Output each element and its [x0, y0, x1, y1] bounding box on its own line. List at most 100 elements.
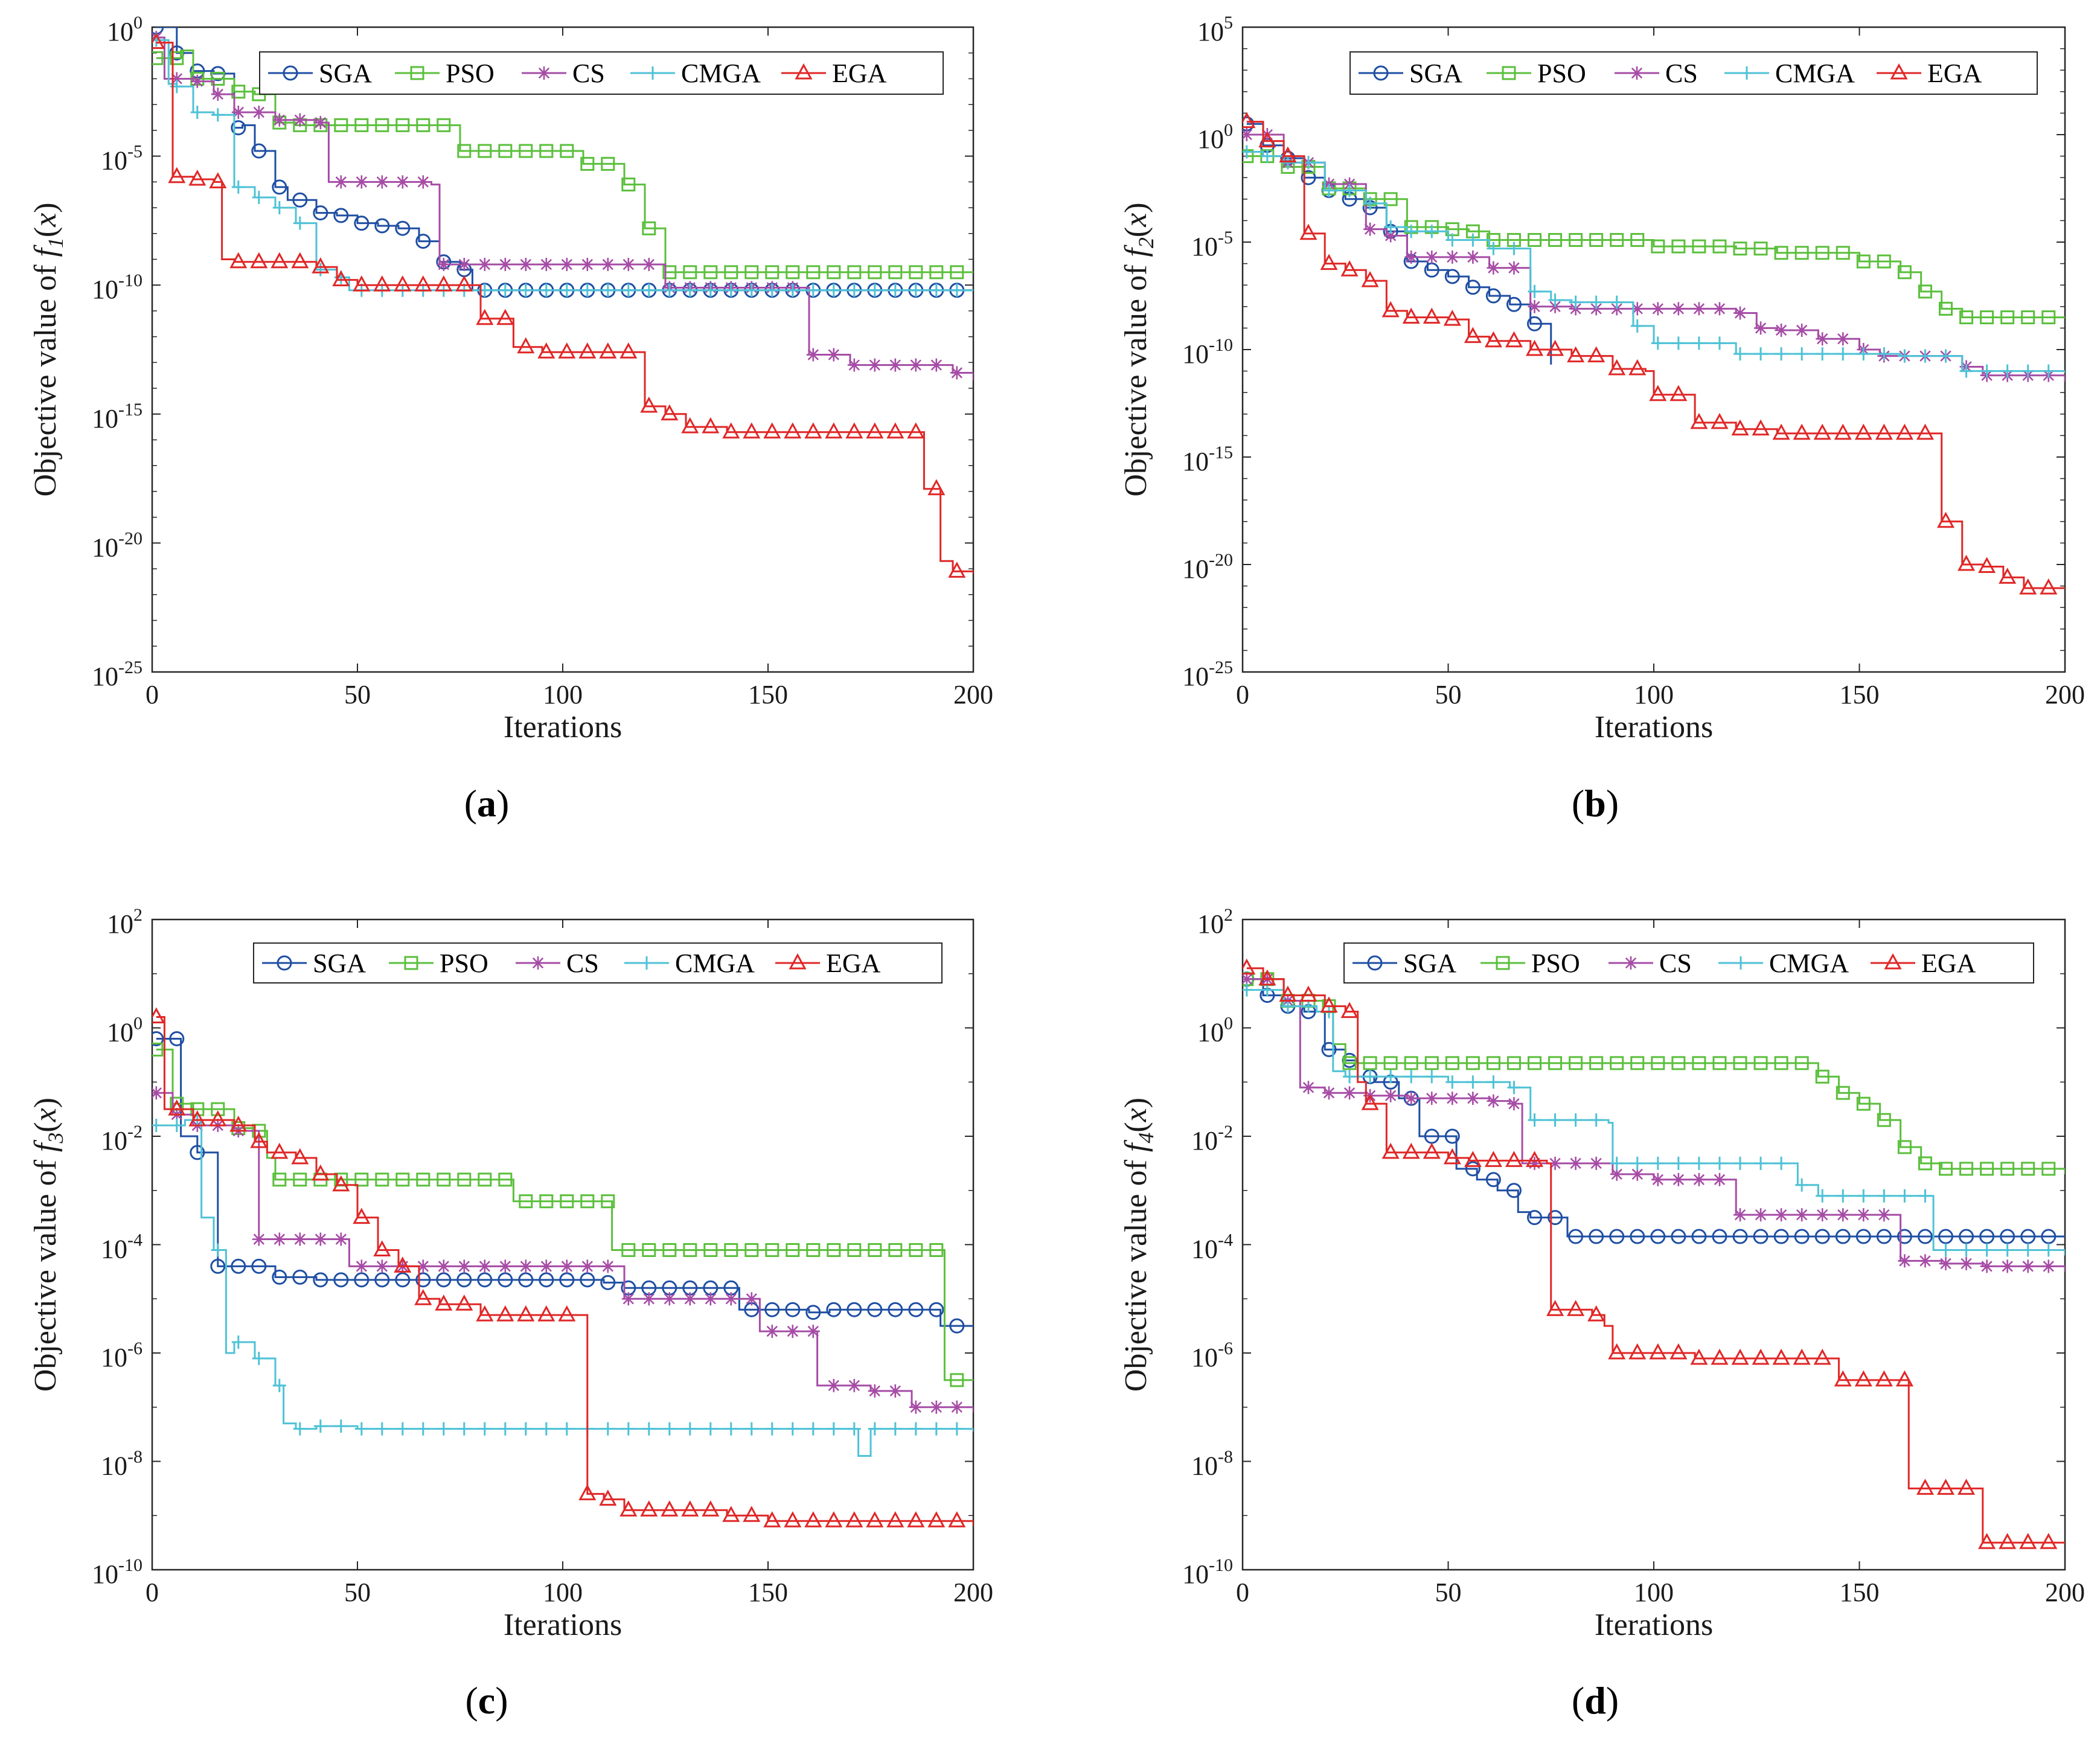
data-point-ega [496, 1305, 514, 1322]
data-point-cs [1301, 1081, 1315, 1095]
data-point-ega [332, 1175, 350, 1192]
y-axis-label: Objective value of f1(x) [28, 202, 68, 496]
data-point-ega [619, 1500, 638, 1517]
data-point-cs [806, 1325, 820, 1339]
data-point-sga [1506, 1183, 1522, 1198]
data-point-cmga [1775, 347, 1788, 361]
data-point-pso [806, 265, 821, 280]
data-point-pso [1959, 1162, 1974, 1176]
data-point-ega [312, 257, 330, 273]
legend-item-cs: CS [516, 948, 599, 978]
data-point-ega [1587, 346, 1605, 363]
data-point-ega [537, 342, 555, 359]
data-point-cs [1651, 1172, 1665, 1186]
data-point-ega [271, 1142, 289, 1159]
data-point-ega [1854, 423, 1872, 440]
data-point-ega [291, 252, 309, 269]
data-point-pso [2000, 1162, 2015, 1176]
data-point-cmga [1610, 295, 1624, 309]
data-point-cs [272, 113, 286, 127]
legend-label: CS [1659, 948, 1692, 978]
legend-item-cmga: CMGA [630, 59, 761, 88]
panel-c: 0 50 100 150 200 102 100 10-2 10-4 10-6 10-8 10-10 I… [28, 905, 993, 1722]
data-point-sga [1465, 280, 1481, 295]
data-point-ega [476, 1305, 494, 1322]
data-point-ega [455, 275, 473, 292]
data-point-pso [827, 1243, 841, 1257]
data-point-ega [1978, 1532, 1996, 1549]
data-point-ega [152, 1007, 165, 1024]
data-point-cs [1507, 261, 1521, 275]
data-point-ega [1958, 1479, 1976, 1495]
data-point-sga [888, 1302, 903, 1317]
data-point-pso [1939, 1162, 1953, 1176]
data-point-pso [416, 118, 431, 132]
data-point-cs [1671, 302, 1685, 316]
data-point-cs [211, 88, 225, 101]
data-point-cmga [765, 1422, 779, 1436]
data-point-ega [476, 309, 494, 325]
data-point-ega [168, 1099, 186, 1116]
y-tick-label: 10-10 [1182, 335, 1233, 369]
data-point-ega [1854, 1370, 1872, 1387]
data-point-cs [1671, 1172, 1685, 1186]
data-point-sga [1671, 1229, 1686, 1244]
data-point-cmga [1692, 1156, 1706, 1170]
data-point-sga [354, 1272, 370, 1288]
data-point-cmga [1692, 336, 1706, 350]
legend-label: PSO [446, 59, 495, 88]
data-point-pso [1836, 1086, 1850, 1100]
data-point-cs [437, 1259, 450, 1273]
data-point-ega [1587, 1305, 1605, 1322]
data-point-ega [1999, 568, 2017, 584]
x-tick-label: 200 [2045, 680, 2085, 709]
data-point-pso [375, 118, 389, 132]
data-point-ega [1752, 419, 1770, 436]
legend-label: PSO [440, 948, 488, 978]
data-point-ega [332, 270, 350, 287]
data-point-pso [272, 1172, 287, 1187]
data-point-cmga [1775, 1156, 1788, 1170]
data-point-cs [868, 1384, 882, 1398]
data-point-pso [539, 144, 554, 158]
data-point-ega [1381, 1142, 1400, 1159]
legend-label: EGA [832, 59, 887, 88]
data-point-sga [1485, 1172, 1501, 1188]
data-point-cs [1980, 1259, 1994, 1273]
data-point-pso [478, 144, 492, 158]
data-point-ega [373, 275, 391, 292]
data-point-sga [826, 1302, 842, 1317]
data-point-cs [1548, 1156, 1562, 1170]
data-point-pso [354, 118, 369, 132]
data-point-cs [375, 175, 389, 189]
data-point-ega [312, 1164, 330, 1181]
data-point-ega [168, 167, 186, 184]
data-point-pso [1753, 1056, 1768, 1070]
data-point-cmga [1260, 149, 1274, 163]
data-point-sga [1527, 1210, 1543, 1226]
data-point-sga [1527, 316, 1543, 331]
data-point-cs [950, 366, 964, 380]
series-line-ega [1246, 121, 2065, 589]
data-point-ega [661, 404, 679, 421]
data-point-sga [415, 1272, 431, 1288]
data-point-cs [1939, 1256, 1953, 1270]
data-point-sga [1609, 1229, 1625, 1244]
data-point-cmga [847, 1422, 861, 1436]
data-point-cmga [539, 283, 553, 297]
data-point-cs [642, 1292, 656, 1306]
data-point-sga [1979, 1229, 1995, 1244]
data-point-pso [560, 1194, 574, 1209]
data-point-pso [395, 1172, 410, 1187]
y-tick-label: 10-10 [92, 1555, 142, 1589]
data-point-cmga [1610, 1156, 1624, 1170]
data-point-cs [1384, 1089, 1398, 1102]
data-point-cs [190, 74, 204, 88]
data-point-pso [152, 1042, 164, 1057]
data-point-ega [1464, 1151, 1482, 1167]
data-point-cs [375, 1259, 389, 1273]
data-point-ega [1895, 423, 1913, 440]
data-point-ega [1525, 339, 1544, 356]
data-point-cmga [1487, 241, 1500, 255]
data-point-pso [662, 265, 677, 280]
